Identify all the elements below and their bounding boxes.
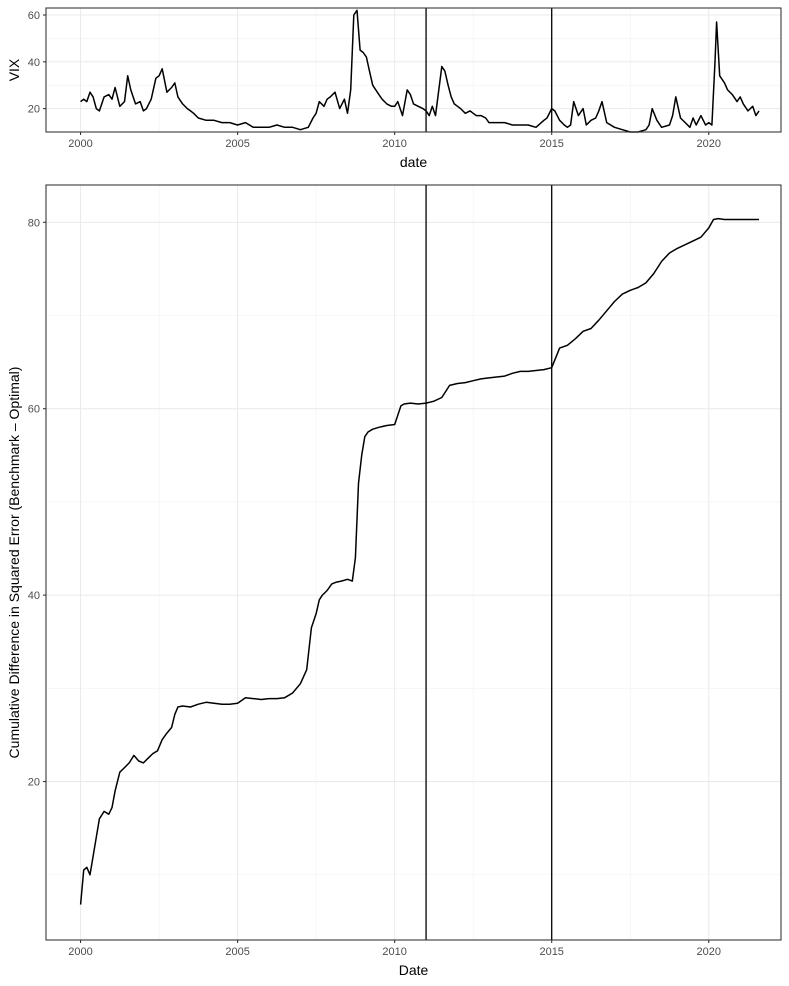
vix-x-tick-label: 2015 [539, 138, 563, 150]
vix-y-axis-title: VIX [6, 58, 22, 81]
cumulative-x-tick-label: 2000 [68, 946, 92, 958]
vix-panel-border [45, 7, 782, 133]
cumulative-y-tick-label: 80 [28, 217, 40, 229]
cumulative-x-tick-label: 2010 [382, 946, 406, 958]
cumulative-x-tick-label: 2005 [225, 946, 249, 958]
vix-x-tick-label: 2000 [68, 138, 92, 150]
vix-y-tick-label: 60 [28, 10, 40, 22]
cumulative-x-tick-label: 2015 [539, 946, 563, 958]
cumulative-series-line [79, 217, 759, 905]
vix-panel-background [46, 8, 781, 132]
cumulative-y-axis-title: Cumulative Difference in Squared Error (… [6, 367, 22, 759]
cumulative-panel: 2000 2005 2010 2015 202020406080DateCumulati… [6, 184, 782, 978]
vix-series-line [80, 9, 760, 133]
vix-y-tick-label: 20 [28, 104, 40, 116]
cumulative-y-tick-label: 20 [28, 777, 40, 789]
vix-x-tick-label: 2010 [382, 138, 406, 150]
cumulative-panel-background [46, 185, 781, 940]
cumulative-y-tick-label: 40 [28, 590, 40, 602]
cumulative-x-tick-label: 2020 [697, 946, 721, 958]
cumulative-y-tick-label: 60 [28, 404, 40, 416]
vix-x-axis-title: date [400, 154, 427, 170]
vix-y-tick-label: 40 [28, 57, 40, 69]
vix-x-tick-label: 2005 [225, 138, 249, 150]
cumulative-x-axis-title: Date [399, 962, 429, 978]
vix-x-tick-label: 2020 [697, 138, 721, 150]
cumulative-panel-border [45, 184, 782, 941]
